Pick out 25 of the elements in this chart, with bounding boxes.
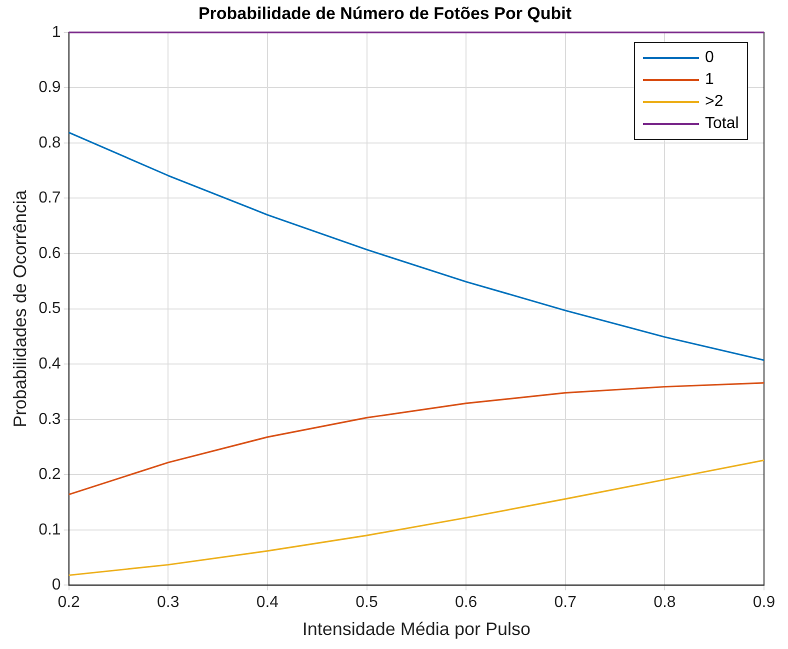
y-tick-label: 0.9 — [38, 79, 61, 96]
y-tick-label: 0.4 — [38, 355, 61, 372]
y-axis-title: Probabilidades de Ocorrência — [10, 189, 30, 428]
legend-label: 0 — [705, 49, 714, 68]
x-axis-title: Intensidade Média por Pulso — [302, 619, 530, 640]
x-tick-label: 0.9 — [752, 594, 776, 612]
x-tick-label: 0.5 — [356, 594, 378, 612]
x-tick-label: 0.7 — [554, 594, 577, 612]
legend-label: Total — [705, 115, 739, 134]
x-tick-label: 0.3 — [157, 594, 180, 612]
y-tick-label: 0.2 — [38, 466, 61, 484]
x-tick-label: 0.4 — [256, 594, 279, 612]
y-tick-label: 0.1 — [38, 521, 61, 538]
y-tick-label: 0.5 — [38, 300, 61, 318]
y-tick-label: 0.8 — [38, 134, 61, 152]
legend-label: >2 — [705, 93, 724, 112]
chart-title: Probabilidade de Número de Fotões Por Qubit — [198, 4, 572, 23]
y-tick-label: 0.6 — [38, 244, 61, 262]
y-tick-label: 0 — [52, 576, 61, 594]
x-tick-label: 0.8 — [654, 594, 676, 612]
y-tick-label: 1 — [52, 24, 61, 41]
legend-label: 1 — [705, 71, 714, 90]
x-tick-label: 0.6 — [454, 594, 478, 612]
y-tick-label: 0.3 — [38, 410, 61, 428]
y-tick-label: 0.7 — [38, 190, 61, 207]
